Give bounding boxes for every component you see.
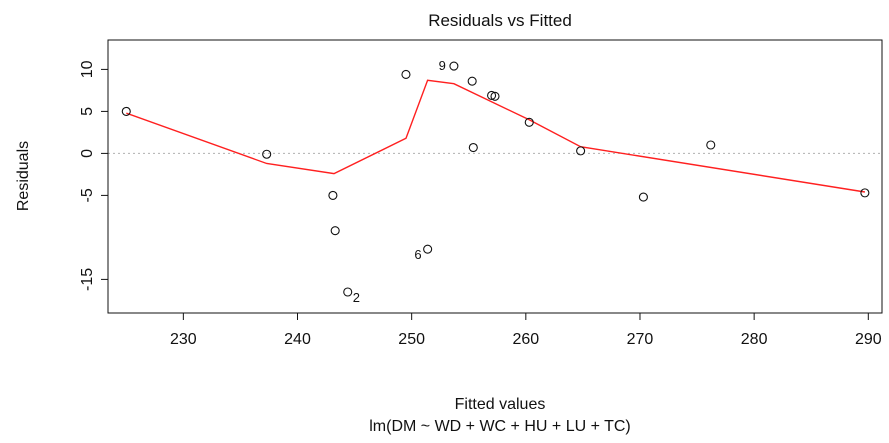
point-label: 9 [439, 58, 446, 73]
data-point [328, 190, 338, 200]
data-point [330, 226, 340, 236]
data-point [401, 69, 411, 79]
x-axis-title: Fitted values [455, 396, 546, 413]
y-tick-label: -15 [79, 268, 96, 291]
x-tick-label: 260 [512, 331, 539, 348]
data-point [860, 188, 870, 198]
y-tick-label: 10 [79, 60, 96, 78]
data-point [449, 61, 459, 71]
x-axis: 230 240 250 260 270 280 290 [170, 312, 882, 348]
data-point [490, 91, 500, 101]
smooth-line-group [126, 79, 866, 193]
y-axis: 10 5 0 -5 -15 [79, 60, 109, 291]
smooth-line [126, 79, 866, 193]
data-point [467, 76, 477, 86]
point-label: 2 [353, 290, 360, 305]
y-tick-label: -5 [79, 188, 96, 202]
x-tick-label: 290 [855, 331, 882, 348]
y-tick-label: 0 [79, 149, 96, 158]
data-point [262, 149, 272, 159]
x-tick-label: 250 [398, 331, 425, 348]
chart-title: Residuals vs Fitted [428, 11, 572, 30]
data-point [524, 117, 534, 127]
x-tick-label: 270 [627, 331, 654, 348]
y-tick-label: 5 [79, 107, 96, 116]
y-axis-title: Residuals [15, 141, 32, 211]
data-point [468, 142, 478, 153]
residual-points: 2 6 9 [121, 58, 870, 305]
point-label: 6 [414, 247, 421, 262]
data-point [638, 192, 648, 202]
x-tick-label: 280 [741, 331, 768, 348]
data-point [706, 140, 716, 150]
data-point [343, 287, 353, 297]
data-point [487, 90, 497, 100]
data-point [576, 146, 586, 156]
x-tick-label: 240 [284, 331, 311, 348]
data-point [423, 244, 433, 254]
x-tick-label: 230 [170, 331, 197, 348]
data-point [121, 106, 131, 116]
x-axis-subtitle: lm(DM ~ WD + WC + HU + LU + TC) [369, 418, 631, 435]
